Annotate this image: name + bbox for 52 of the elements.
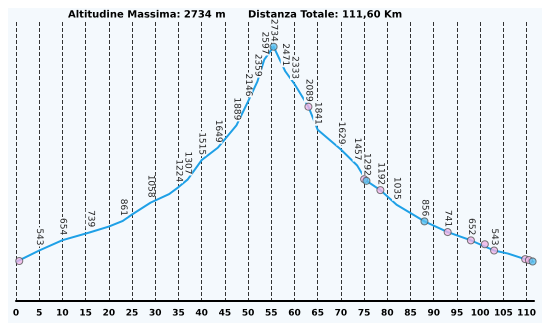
x-tick-label: 45 [218,308,232,318]
data-label: 2089 [303,78,314,102]
x-tick-label: 35 [172,308,185,318]
data-label: 2597 [259,32,270,54]
text: Altitudine Massima: 2734 m [68,10,226,20]
data-label: 1307 [182,152,193,174]
data-label: 2734 [268,18,279,42]
data-label: 654 [57,218,68,236]
x-tick-label: 25 [126,308,138,318]
x-tick-label: 90 [427,308,440,318]
x-tick-label: 80 [381,308,394,318]
x-tick-label: 20 [102,308,116,318]
x-tick-label: 65 [311,308,324,318]
data-label: 1192 [375,162,386,186]
x-tick-label: 55 [265,308,278,318]
x-tick-label: 75 [358,308,370,318]
data-label: 543 [489,228,500,246]
data-label: 1224 [173,159,184,182]
x-tick-label: 30 [148,308,162,318]
data-label: 2471 [280,43,290,66]
x-tick-label: 105 [494,308,513,318]
data-label: 2359 [252,54,262,77]
data-label: 1889 [231,97,242,121]
x-tick-label: 5 [36,308,42,318]
data-label: 741 [442,210,453,228]
x-tick-label: 110 [517,308,536,318]
x-tick-label: 70 [334,308,348,318]
data-label: 856 [419,199,430,217]
x-tick-label: 0 [12,308,20,318]
data-label: 1035 [392,176,402,200]
data-label: 739 [85,210,96,228]
data-label: 1457 [352,138,362,160]
x-tick-label: 50 [242,308,254,318]
data-label: 2146 [243,74,254,97]
data-label: 1058 [146,174,156,198]
x-tick-label: 10 [56,308,69,318]
x-tick-label: 95 [450,308,464,318]
data-label: 652 [466,218,476,236]
x-tick-label: 60 [288,308,301,318]
data-label: 1841 [312,102,323,125]
data-label: 1629 [336,122,346,145]
data-label: 543 [34,228,44,246]
data-label: 1649 [212,120,223,143]
x-tick-label: 100 [470,308,490,318]
data-label: 861 [118,198,128,216]
data-label: 1292 [361,152,372,176]
x-tick-label: 15 [79,308,92,318]
text: Distanza Totale: 111,60 Km [248,10,402,20]
data-label: 2333 [289,56,300,80]
data-label: 1515 [196,132,207,156]
x-tick-label: 85 [404,308,417,318]
x-tick-label: 40 [195,308,208,318]
